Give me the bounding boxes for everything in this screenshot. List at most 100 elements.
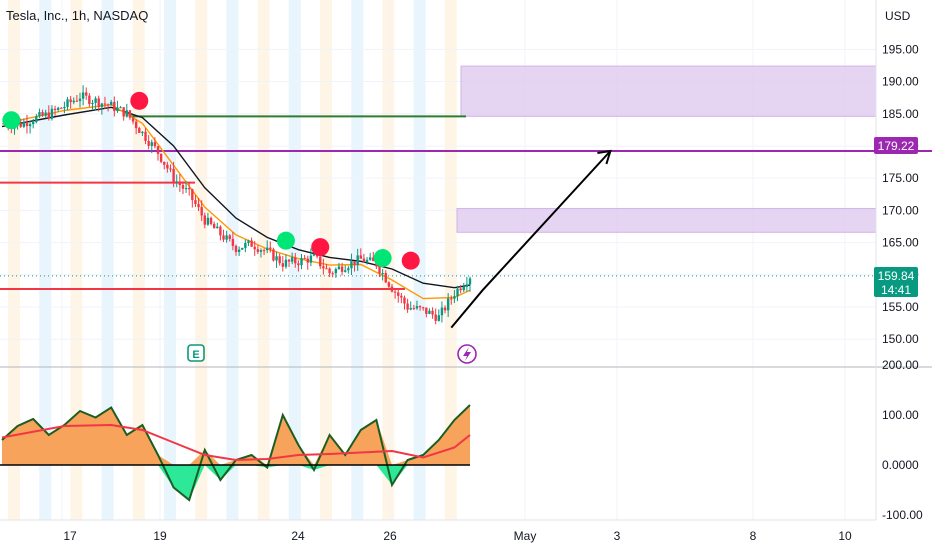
candle-body	[278, 256, 281, 264]
candle-body	[231, 238, 235, 246]
candle-body	[19, 123, 22, 127]
candle-body	[41, 112, 44, 116]
candle-body	[340, 266, 344, 272]
candle-body	[169, 168, 172, 170]
candle-body	[50, 108, 54, 119]
candle-body	[66, 99, 69, 107]
supply-zones	[456, 65, 877, 233]
price-tick-label: 195.00	[882, 42, 919, 56]
candle-body	[47, 112, 50, 119]
candle-body	[368, 257, 372, 260]
session-stripe	[320, 0, 332, 520]
candle-body	[116, 107, 119, 112]
candle-body	[393, 291, 397, 293]
candle-body	[387, 282, 391, 287]
candle-body	[212, 223, 216, 229]
candle-body	[259, 250, 263, 252]
session-stripe	[195, 0, 208, 520]
session-stripe	[444, 0, 457, 520]
candle-body	[303, 257, 306, 259]
candle-body	[284, 259, 288, 267]
candle-body	[175, 181, 178, 183]
session-stripe	[164, 0, 176, 520]
oscillator-tick-label: 0.0000	[882, 458, 919, 472]
candle-body	[356, 255, 359, 266]
candle-body	[222, 235, 225, 240]
candle-body	[75, 100, 79, 102]
candle-body	[166, 164, 169, 169]
candle-body	[384, 273, 387, 283]
candle-body	[35, 116, 38, 123]
candle-body	[225, 235, 228, 240]
candle-body	[181, 185, 185, 189]
candle-body	[60, 107, 63, 109]
candle-body	[94, 98, 97, 103]
projection-line	[450, 150, 612, 329]
candle-body	[28, 124, 32, 127]
session-stripe	[226, 0, 239, 520]
candle-body	[390, 286, 394, 292]
candle-body	[446, 298, 450, 311]
candle-body	[72, 100, 75, 103]
horizontal-levels	[0, 115, 932, 290]
grid-lines	[0, 0, 932, 520]
oscillator-signal-line	[1, 423, 471, 462]
time-tick-label: May	[514, 529, 537, 543]
candle-body	[191, 189, 194, 201]
candle-body	[431, 310, 434, 315]
candle-body	[125, 110, 128, 117]
candle-body	[144, 131, 147, 141]
candle-body	[415, 306, 419, 309]
price-tick-label: 170.00	[882, 203, 919, 217]
buy-signal	[2, 111, 21, 130]
candle-body	[400, 295, 403, 298]
price-tick-label: 155.00	[882, 300, 919, 314]
candle-body	[253, 246, 256, 250]
candle-body	[443, 307, 447, 311]
candle-body	[209, 217, 213, 224]
candle-body	[234, 245, 238, 253]
candle-body	[309, 255, 313, 263]
session-stripe	[101, 0, 114, 520]
candle-body	[131, 117, 135, 122]
lightning-icon[interactable]	[457, 344, 477, 364]
candle-body	[44, 112, 47, 116]
candle-body	[97, 98, 100, 107]
candle-body	[159, 153, 163, 162]
time-tick-label: 8	[750, 529, 757, 543]
candle-body	[85, 92, 88, 96]
earnings-icon[interactable]: E	[187, 344, 205, 362]
candle-body	[437, 315, 440, 321]
supply-zone	[460, 65, 877, 117]
target-price-label: 179.22	[878, 139, 915, 153]
candle-body	[219, 226, 222, 236]
session-stripe	[70, 0, 83, 520]
candle-body	[100, 103, 104, 107]
candle-body	[200, 207, 203, 216]
candle-body	[275, 256, 278, 261]
candle-body	[113, 101, 116, 112]
candle-body	[334, 269, 338, 274]
currency-label: USD	[885, 9, 911, 23]
session-stripe	[39, 0, 52, 520]
candle-body	[465, 284, 469, 287]
time-tick-label: 26	[383, 529, 397, 543]
candle-body	[459, 288, 462, 291]
candle-body	[22, 122, 26, 127]
candle-body	[122, 107, 125, 117]
candle-body	[331, 273, 334, 275]
buy-signal	[276, 231, 295, 250]
projection-arrow	[450, 149, 612, 329]
candle-body	[422, 307, 425, 309]
candle-body	[172, 168, 175, 183]
candle-body	[397, 292, 400, 296]
last-price-label: 159.84	[878, 269, 915, 283]
candle-body	[188, 188, 191, 190]
candle-body	[359, 255, 362, 259]
oscillator-tick-label: 100.00	[882, 408, 919, 422]
candle-body	[81, 92, 85, 99]
candle-body	[156, 146, 160, 154]
session-stripe	[257, 0, 270, 520]
candle-body	[106, 104, 110, 106]
